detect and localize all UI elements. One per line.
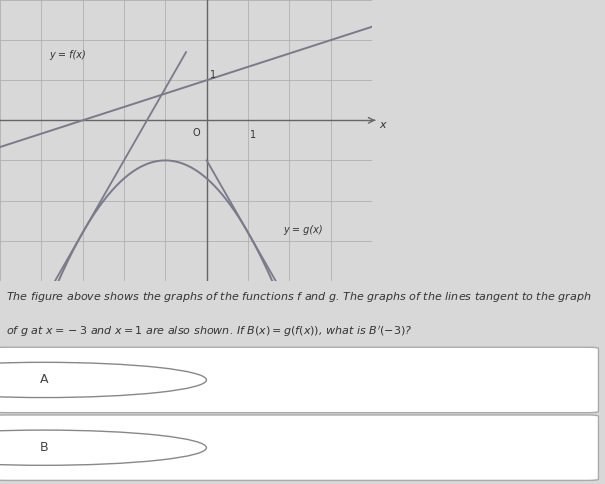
Text: $-\dfrac{1}{2}$: $-\dfrac{1}{2}$ <box>87 363 114 397</box>
FancyBboxPatch shape <box>0 347 598 413</box>
Text: 1: 1 <box>209 70 216 80</box>
Text: $-\dfrac{1}{6}$: $-\dfrac{1}{6}$ <box>87 430 114 465</box>
Text: 1: 1 <box>250 130 257 140</box>
Circle shape <box>0 363 206 397</box>
Text: O: O <box>192 128 200 137</box>
Text: B: B <box>39 441 48 454</box>
FancyBboxPatch shape <box>0 415 598 481</box>
Text: The figure above shows the graphs of the functions $f$ and $g$. The graphs of th: The figure above shows the graphs of the… <box>6 290 592 304</box>
Text: y = g(x): y = g(x) <box>283 225 323 235</box>
Text: y = f(x): y = f(x) <box>50 50 87 60</box>
Text: of $g$ at $x=-3$ and $x=1$ are also shown. If $B(x)=g(f(x))$, what is $B'(-3)$?: of $g$ at $x=-3$ and $x=1$ are also show… <box>6 324 413 339</box>
Text: x: x <box>379 120 386 130</box>
Text: A: A <box>39 374 48 386</box>
Circle shape <box>0 430 206 465</box>
